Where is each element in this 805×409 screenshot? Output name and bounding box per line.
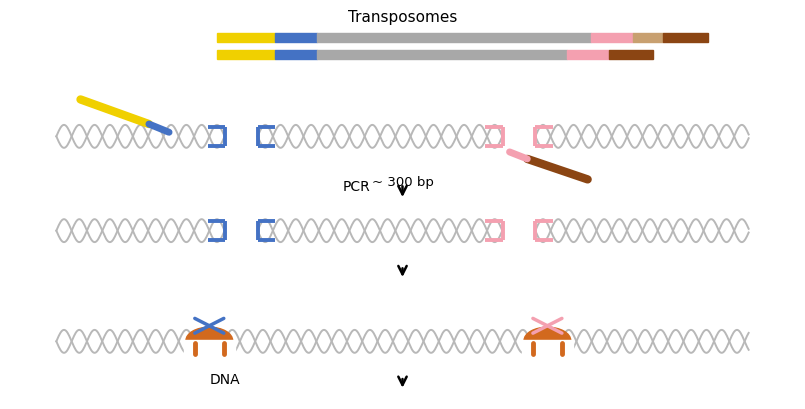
Bar [567, 51, 609, 60]
Bar [663, 34, 708, 43]
Text: PCR: PCR [343, 179, 370, 193]
Ellipse shape [524, 327, 571, 354]
Bar [591, 34, 633, 43]
Bar [609, 51, 653, 60]
Bar [317, 51, 567, 60]
Bar [275, 34, 317, 43]
Bar [217, 34, 275, 43]
Text: ~ 300 bp: ~ 300 bp [372, 176, 433, 189]
Bar [217, 51, 275, 60]
Bar [317, 34, 591, 43]
Bar [522, 340, 573, 356]
Text: Transposomes: Transposomes [348, 10, 457, 25]
Bar [275, 51, 317, 60]
Bar [184, 340, 235, 356]
Text: DNA: DNA [210, 372, 241, 386]
Ellipse shape [186, 327, 233, 354]
Bar [633, 34, 663, 43]
